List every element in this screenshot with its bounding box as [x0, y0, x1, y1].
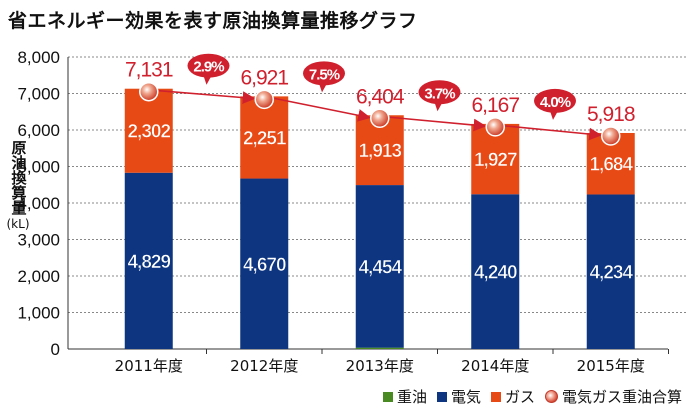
total-marker: [254, 89, 274, 110]
y-tick-label: 7,000: [17, 85, 60, 104]
total-value-label: 6,404: [356, 85, 405, 108]
bar-electricity: [355, 185, 404, 348]
bar-value-label: 1,927: [474, 150, 517, 171]
legend-label: ガス: [504, 388, 535, 406]
bar-heavy-oil: [355, 347, 404, 349]
chart-title: 省エネルギー効果を表す原油換算量推移グラフ: [8, 10, 418, 32]
y-tick-label: 5,000: [17, 158, 60, 177]
legend-label: 電気ガス重油合算: [561, 388, 682, 406]
legend-item-total: 電気ガス重油合算: [544, 386, 682, 407]
y-tick-label: 2,000: [17, 267, 60, 286]
total-value-label: 7,131: [125, 59, 173, 82]
reduction-bubble-tail: [434, 102, 443, 112]
x-tick-label: 2012年度: [230, 357, 298, 375]
reduction-bubble: [534, 88, 576, 113]
total-value-label: 6,167: [471, 94, 519, 117]
legend-swatch: [490, 391, 501, 402]
trend-arrow: [505, 125, 602, 141]
bar-electricity: [240, 178, 289, 349]
x-tick-label: 2013年度: [346, 357, 414, 375]
bar-electricity: [471, 194, 520, 349]
bar-value-label: 4,670: [243, 255, 286, 276]
bar-value-label: 2,302: [127, 122, 170, 143]
total-marker: [601, 126, 621, 146]
reduction-bubble-tail: [550, 110, 558, 120]
x-tick-label: 2014年度: [461, 357, 529, 375]
bar-value-label: 1,684: [589, 155, 633, 176]
legend-marker-circle: [544, 390, 558, 403]
total-value-label: 6,921: [240, 66, 288, 89]
bar-electricity: [586, 194, 635, 349]
x-tick-label: 2015年度: [577, 357, 645, 375]
y-axis-label: 原油換算量 (kL): [6, 140, 30, 234]
y-axis-label-text: 原油換算量: [9, 140, 28, 215]
y-tick-label: 4,000: [17, 194, 60, 213]
bar-value-label: 4,454: [358, 257, 402, 278]
total-value-label: 5,918: [587, 103, 635, 126]
reduction-bubble: [303, 61, 345, 86]
legend-item-electricity: 電気: [436, 386, 481, 407]
reduction-bubble-tail: [203, 75, 212, 85]
bar-value-label: 1,913: [358, 141, 401, 162]
bar-value-label: 4,240: [474, 263, 517, 284]
legend-swatch: [436, 391, 447, 402]
trend-arrow: [158, 89, 256, 104]
y-tick-label: 8,000: [17, 48, 60, 67]
bar-value-label: 4,829: [127, 252, 170, 273]
bar-gas: [240, 96, 289, 179]
trend-arrow: [274, 97, 371, 122]
bar-electricity: [124, 172, 173, 349]
x-tick-label: 2011年度: [115, 357, 183, 375]
legend: 重油 電気 ガス 電気ガス重油合算: [382, 386, 682, 407]
y-tick-label: 0: [51, 340, 60, 359]
reduction-label: 2.9%: [193, 59, 224, 76]
bar-gas: [124, 88, 173, 173]
bar-value-label: 2,251: [243, 128, 287, 149]
legend-label: 電気: [450, 388, 481, 406]
y-tick-label: 1,000: [17, 304, 60, 323]
reduction-label: 4.0%: [540, 94, 571, 111]
y-tick-label: 3,000: [17, 231, 60, 250]
total-marker: [485, 117, 505, 137]
bar-value-label: 4,234: [589, 263, 633, 284]
legend-item-gas: ガス: [490, 386, 535, 407]
reduction-label: 3.7%: [424, 85, 455, 102]
y-tick-label: 6,000: [17, 121, 60, 140]
reduction-bubble: [418, 80, 461, 105]
legend-item-heavy-oil: 重油: [382, 386, 427, 407]
total-marker: [139, 81, 159, 102]
legend-label: 重油: [396, 388, 427, 406]
reduction-label: 7.5%: [309, 66, 340, 83]
y-axis-unit: (kL): [6, 217, 30, 231]
reduction-bubble-tail: [319, 83, 327, 93]
trend-arrow: [389, 116, 487, 132]
reduction-bubble: [187, 53, 230, 78]
total-marker: [370, 108, 390, 129]
legend-swatch: [382, 391, 393, 402]
